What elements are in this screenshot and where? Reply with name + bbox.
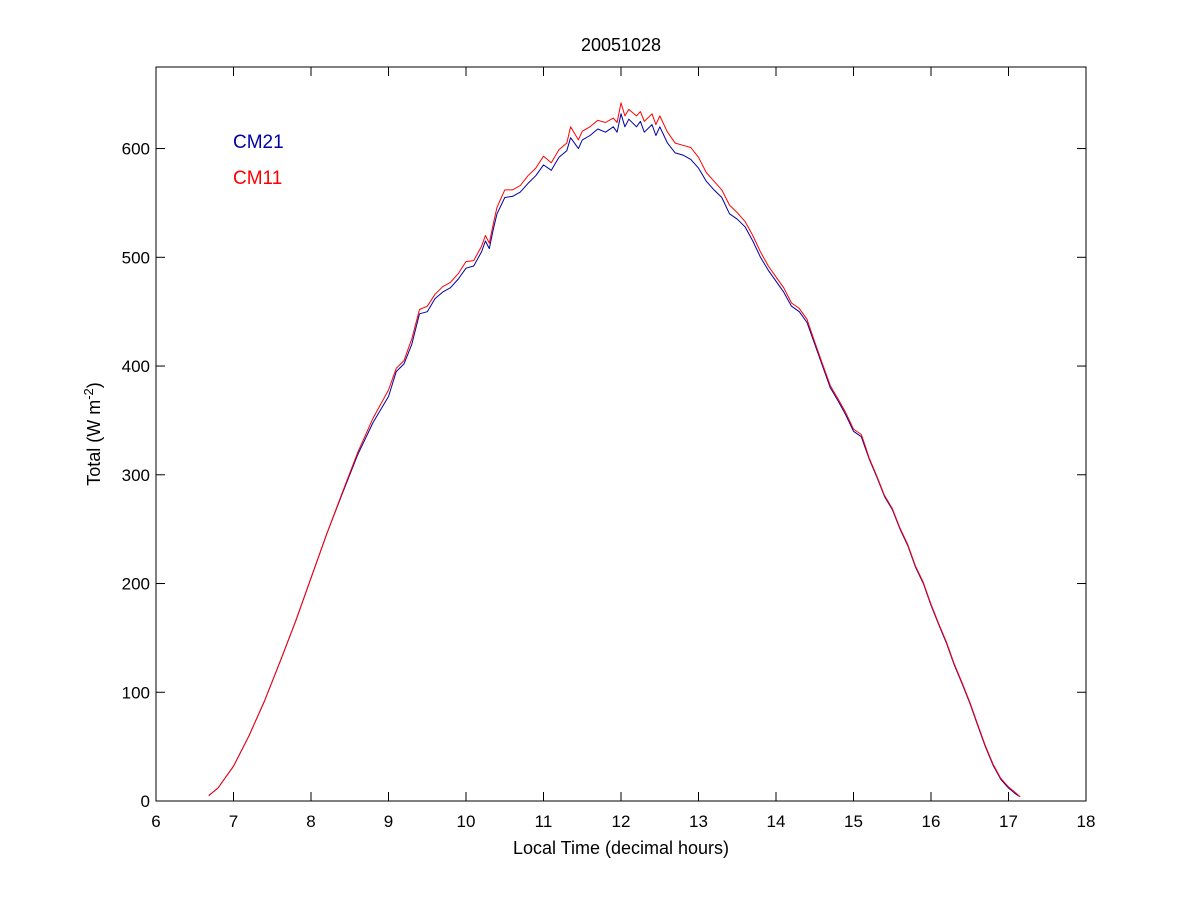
series-line-cm11 — [208, 102, 1021, 798]
y-axis-label-suffix: ) — [84, 382, 104, 388]
y-tick-label: 400 — [122, 357, 150, 376]
y-axis-label-superscript: -2 — [81, 388, 96, 400]
y-tick-label: 300 — [122, 466, 150, 485]
series-layer — [208, 102, 1021, 798]
plot-area — [156, 67, 1086, 801]
x-axis: 6 7 8 9 10 11 12 13 14 15 16 17 18 — [151, 67, 1095, 831]
y-tick-label: 100 — [122, 683, 150, 702]
y-tick-label: 500 — [122, 248, 150, 267]
x-tick-label: 17 — [999, 812, 1018, 831]
x-tick-label: 15 — [844, 812, 863, 831]
y-tick-label: 0 — [141, 792, 150, 811]
legend-entry-cm21: CM21 — [233, 132, 284, 153]
y-tick-label: 200 — [122, 575, 150, 594]
x-tick-label: 14 — [767, 812, 786, 831]
x-tick-label: 6 — [151, 812, 160, 831]
legend-entry-cm11: CM11 — [233, 168, 282, 189]
x-tick-label: 13 — [689, 812, 708, 831]
x-tick-label: 11 — [535, 812, 553, 831]
x-tick-label: 12 — [612, 812, 631, 831]
x-tick-label: 7 — [229, 812, 238, 831]
y-axis: 0 100 200 300 400 500 600 — [122, 140, 1086, 811]
chart-title: 20051028 — [581, 35, 661, 55]
y-axis-label-prefix: Total (W m — [84, 400, 104, 486]
legend: CM21 CM11 — [233, 132, 284, 189]
x-tick-label: 10 — [457, 812, 476, 831]
y-axis-label: Total (W m-2) — [81, 382, 105, 486]
x-tick-label: 18 — [1077, 812, 1096, 831]
x-tick-label: 16 — [922, 812, 941, 831]
y-tick-label: 600 — [122, 140, 150, 159]
x-tick-label: 8 — [306, 812, 315, 831]
x-tick-label: 9 — [384, 812, 393, 831]
x-axis-label: Local Time (decimal hours) — [513, 838, 729, 858]
